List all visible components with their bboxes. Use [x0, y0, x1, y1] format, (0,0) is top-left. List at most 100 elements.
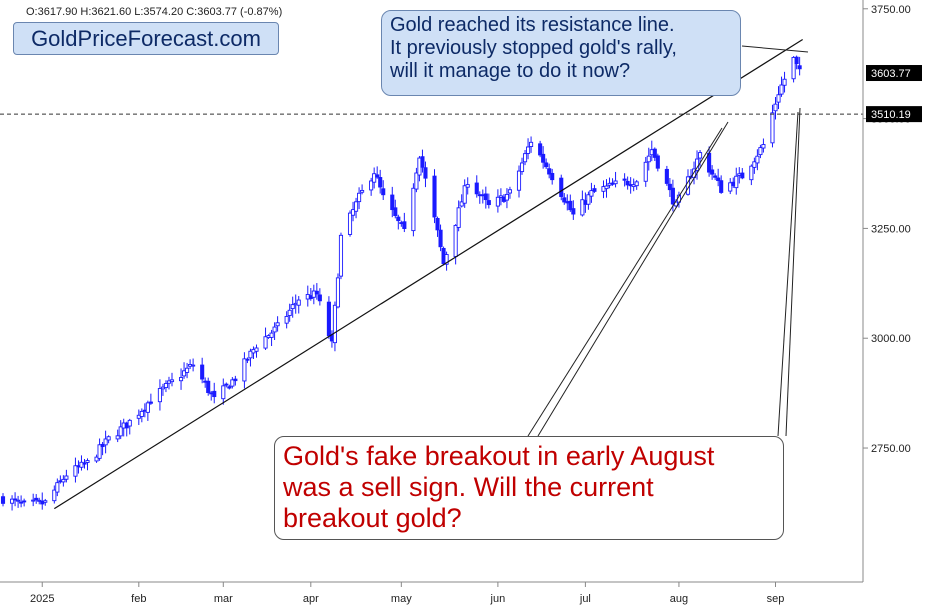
candle-body-up	[290, 304, 295, 310]
chart-lines	[0, 39, 863, 510]
candle-body-down	[486, 200, 491, 206]
candle	[127, 418, 132, 435]
candle	[314, 283, 319, 300]
candle-body-up	[97, 444, 102, 459]
candle	[547, 163, 552, 179]
candle-body-down	[719, 180, 724, 193]
candle-body-up	[94, 456, 99, 462]
candle	[791, 56, 796, 83]
candle-body-up	[163, 383, 169, 389]
candle	[794, 55, 799, 70]
annotation-pointer-line	[741, 45, 809, 53]
candle-body-down	[206, 380, 211, 393]
candle	[296, 296, 301, 314]
candle-body-down	[559, 177, 564, 197]
annotation-pointer-line	[785, 107, 801, 437]
candle	[526, 138, 531, 160]
candle-body-up	[643, 161, 648, 182]
candle	[139, 408, 144, 423]
candle	[178, 368, 184, 390]
candle	[438, 224, 443, 252]
candle	[444, 251, 449, 271]
candle-body-up	[459, 201, 464, 207]
candle-body-up	[372, 173, 377, 183]
resistance-annotation-line-2: It previously stopped gold's rally,	[390, 37, 677, 59]
candle	[667, 178, 672, 197]
candle-body-up	[522, 153, 528, 163]
candle-body-up	[580, 199, 585, 216]
candle-body-down	[22, 500, 27, 503]
candle	[740, 168, 745, 180]
candle	[185, 362, 190, 379]
candle-body-down	[378, 177, 383, 188]
price-tag: 3603.77	[866, 65, 922, 82]
candle-body-down	[541, 153, 546, 163]
candle-body-down	[538, 143, 543, 156]
candle	[459, 194, 464, 208]
candle-body-down	[716, 177, 721, 182]
candle	[516, 165, 522, 198]
candle	[221, 378, 226, 405]
candle	[332, 301, 337, 352]
price-tag-bg	[866, 106, 922, 123]
candle-body-up	[182, 370, 187, 377]
candle	[118, 420, 123, 440]
candle-body-down	[622, 178, 627, 181]
candle-body-up	[495, 196, 500, 207]
candle-body-down	[655, 155, 660, 169]
candle-body-down	[200, 364, 205, 380]
x-tick-label: aug	[670, 593, 688, 605]
candle-body-up	[254, 347, 259, 352]
candle	[486, 193, 491, 209]
candle	[622, 173, 627, 187]
candle-body-down	[393, 207, 398, 216]
candle	[245, 357, 250, 364]
candle	[169, 372, 175, 387]
candle-body-up	[414, 172, 419, 190]
candle	[16, 495, 21, 508]
candle-body-up	[516, 170, 522, 191]
candle-body-up	[456, 207, 461, 228]
candle	[375, 166, 380, 179]
y-tick-label: 3000.00	[871, 333, 911, 345]
candle-body-up	[526, 146, 531, 154]
candle	[182, 362, 187, 379]
candle-body-up	[10, 498, 15, 504]
candle	[100, 441, 105, 456]
candle	[652, 147, 657, 161]
candle-body-up	[145, 402, 150, 413]
candle	[504, 188, 509, 209]
candle-body-up	[613, 180, 618, 185]
candle-body-up	[589, 190, 594, 197]
resistance-annotation: Gold reached its resistance line. It pre…	[381, 10, 741, 96]
candle-body-down	[435, 218, 440, 231]
candle-body-up	[462, 185, 467, 204]
candle	[393, 199, 398, 219]
candle-body-up	[73, 465, 78, 477]
candle-body-up	[16, 499, 21, 502]
candle	[34, 494, 39, 504]
candle-body-down	[381, 188, 386, 196]
candle	[550, 168, 555, 185]
candle	[396, 214, 401, 230]
candle-body-up	[507, 189, 513, 194]
candle	[254, 344, 259, 358]
candle	[435, 216, 440, 237]
candle-body-up	[779, 84, 784, 95]
candle	[242, 352, 247, 389]
candle	[420, 149, 425, 173]
y-tick-label: 3750.00	[871, 4, 911, 16]
annotation-pointer-line	[527, 127, 723, 437]
candle	[64, 469, 69, 483]
candle	[145, 400, 150, 421]
candle-body-up	[79, 461, 84, 468]
candle	[613, 171, 618, 188]
candle	[61, 475, 66, 487]
candle-body-down	[245, 358, 250, 361]
candle-body-down	[740, 172, 745, 179]
candle-body-up	[31, 499, 36, 502]
x-tick-label: jul	[579, 593, 591, 605]
price-tag-label: 3510.19	[871, 109, 911, 121]
candle-body-up	[55, 482, 60, 493]
